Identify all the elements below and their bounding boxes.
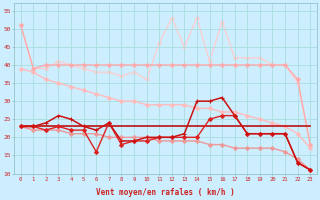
X-axis label: Vent moyen/en rafales ( km/h ): Vent moyen/en rafales ( km/h ) <box>96 188 235 197</box>
